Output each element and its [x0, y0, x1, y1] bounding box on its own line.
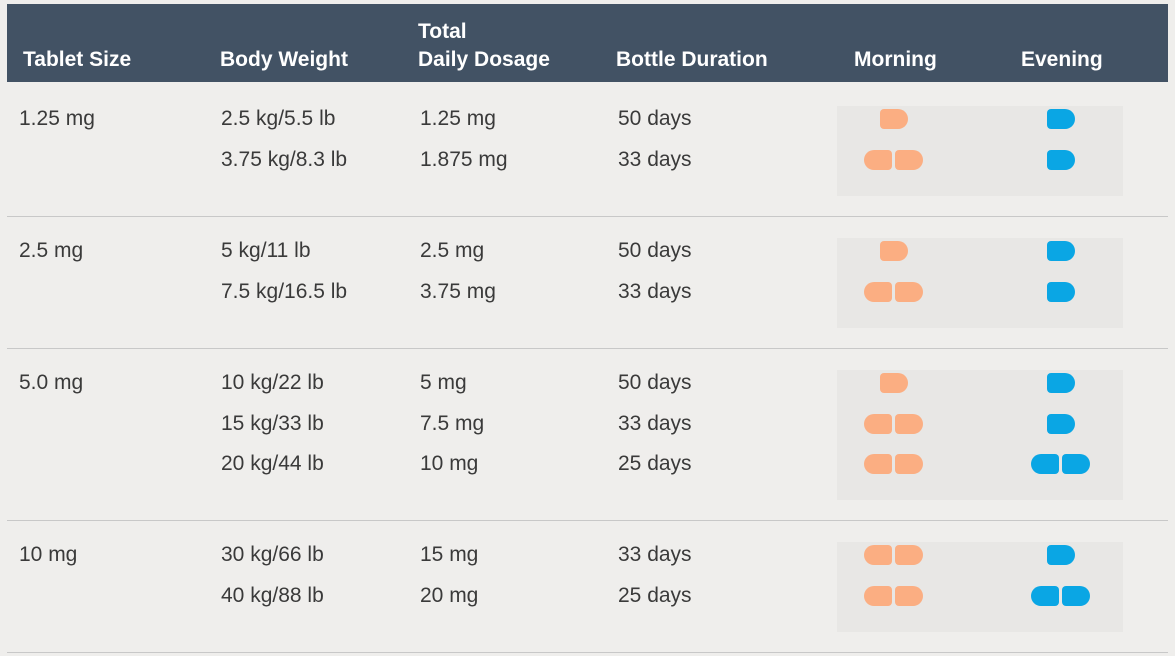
evening-tablet-icon [1031, 585, 1090, 606]
morning-tablet-icon-half [879, 241, 908, 261]
dosage-group: 10 mg 30 kg/66 lb 15 mg 33 days 40 kg/88 lb 2… [7, 520, 1168, 653]
dosage-group: 5.0 mg 10 kg/22 lb 5 mg 50 days 15 kg/33 lb 7… [7, 348, 1168, 521]
morning-tablet-icon [879, 109, 908, 129]
body-weight-cell: 7.5 kg/16.5 lb [221, 279, 348, 303]
header-bottle-duration: Bottle Duration [616, 48, 768, 71]
dosage-group: 1.25 mg 2.5 kg/5.5 lb 1.25 mg 50 days 3.75 k… [7, 84, 1168, 217]
daily-dosage-cell: 2.5 mg [420, 239, 485, 262]
bottle-duration-cell: 50 days [618, 371, 692, 394]
evening-tablet-icon-half [1046, 413, 1075, 434]
evening-tablet-icon [1046, 149, 1075, 170]
morning-tablet-icon-half [895, 149, 923, 170]
body-weight-cell: 30 kg/66 lb [221, 543, 324, 566]
header-total-daily-dosage-line1: Total [418, 20, 467, 43]
header-total-daily-dosage-line2: Daily Dosage [418, 48, 550, 71]
evening-tablet-icon-half [1046, 281, 1075, 302]
evening-tablet-icon-half [1046, 241, 1075, 261]
morning-tablet-icon-half [864, 545, 892, 565]
tablet-size-cell: 10 mg [19, 543, 78, 566]
morning-tablet-icon [864, 281, 923, 302]
daily-dosage-cell: 1.875 mg [420, 147, 508, 171]
evening-tablet-icon [1046, 241, 1075, 261]
evening-tablet-icon-half [1046, 149, 1075, 170]
evening-tablet-icon-half [1062, 585, 1090, 606]
morning-tablet-icon-half [895, 413, 923, 434]
body-weight-cell: 2.5 kg/5.5 lb [221, 107, 336, 130]
tablet-size-cell: 5.0 mg [19, 371, 84, 394]
evening-tablet-icon-half [1062, 454, 1090, 474]
body-weight-cell: 5 kg/11 lb [221, 239, 311, 262]
evening-tablet-icon-half [1046, 545, 1075, 565]
morning-tablet-icon-half [864, 281, 892, 302]
bottle-duration-cell: 33 days [618, 411, 692, 435]
evening-tablet-icon-half [1046, 373, 1075, 393]
evening-tablet-icon [1046, 373, 1075, 393]
bottle-duration-cell: 25 days [618, 583, 692, 607]
header-tablet-size: Tablet Size [23, 48, 132, 71]
dosage-group: 2.5 mg 5 kg/11 lb 2.5 mg 50 days 7.5 kg/16.5… [7, 216, 1168, 349]
evening-tablet-icon [1046, 281, 1075, 302]
morning-tablet-icon-half [895, 545, 923, 565]
morning-tablet-icon [879, 373, 908, 393]
bottle-duration-cell: 33 days [618, 147, 692, 171]
daily-dosage-cell: 20 mg [420, 583, 479, 607]
morning-tablet-icon-half [864, 585, 892, 606]
daily-dosage-cell: 3.75 mg [420, 279, 496, 303]
morning-tablet-icon [864, 454, 923, 474]
morning-tablet-icon-half [895, 281, 923, 302]
bottle-duration-cell: 50 days [618, 107, 692, 130]
daily-dosage-cell: 1.25 mg [420, 107, 496, 130]
morning-tablet-icon-half [864, 413, 892, 434]
evening-tablet-icon-half [1031, 454, 1059, 474]
morning-tablet-icon-half [864, 149, 892, 170]
bottle-duration-cell: 25 days [618, 452, 692, 475]
header-total-daily-dosage: Total Daily Dosage [418, 18, 550, 74]
body-weight-cell: 10 kg/22 lb [221, 371, 324, 394]
morning-tablet-icon [864, 149, 923, 170]
morning-tablet-icon [864, 413, 923, 434]
evening-tablet-icon [1031, 454, 1090, 474]
morning-tablet-icon-half [879, 109, 908, 129]
morning-tablet-icon [864, 585, 923, 606]
bottle-duration-cell: 50 days [618, 239, 692, 262]
evening-tablet-icon [1046, 545, 1075, 565]
daily-dosage-cell: 5 mg [420, 371, 467, 394]
evening-tablet-icon [1046, 413, 1075, 434]
body-weight-cell: 15 kg/33 lb [221, 411, 324, 435]
table-header: Tablet Size Body Weight Total Daily Dosa… [7, 4, 1168, 82]
morning-tablet-icon [864, 545, 923, 565]
daily-dosage-cell: 10 mg [420, 452, 479, 475]
morning-tablet-icon [879, 241, 908, 261]
morning-tablet-icon-half [895, 454, 923, 474]
evening-tablet-icon-half [1046, 109, 1075, 129]
daily-dosage-cell: 15 mg [420, 543, 479, 566]
header-body-weight: Body Weight [220, 48, 348, 71]
evening-tablet-icon-half [1031, 585, 1059, 606]
body-weight-cell: 20 kg/44 lb [221, 452, 324, 475]
tablet-size-cell: 2.5 mg [19, 239, 84, 262]
bottle-duration-cell: 33 days [618, 543, 692, 566]
morning-tablet-icon-half [864, 454, 892, 474]
body-weight-cell: 40 kg/88 lb [221, 583, 324, 607]
evening-tablet-icon [1046, 109, 1075, 129]
header-morning: Morning [854, 48, 937, 71]
bottle-duration-cell: 33 days [618, 279, 692, 303]
morning-tablet-icon-half [895, 585, 923, 606]
body-weight-cell: 3.75 kg/8.3 lb [221, 147, 348, 171]
tablet-size-cell: 1.25 mg [19, 107, 95, 130]
header-evening: Evening [1021, 48, 1103, 71]
daily-dosage-cell: 7.5 mg [420, 411, 485, 435]
morning-tablet-icon-half [879, 373, 908, 393]
